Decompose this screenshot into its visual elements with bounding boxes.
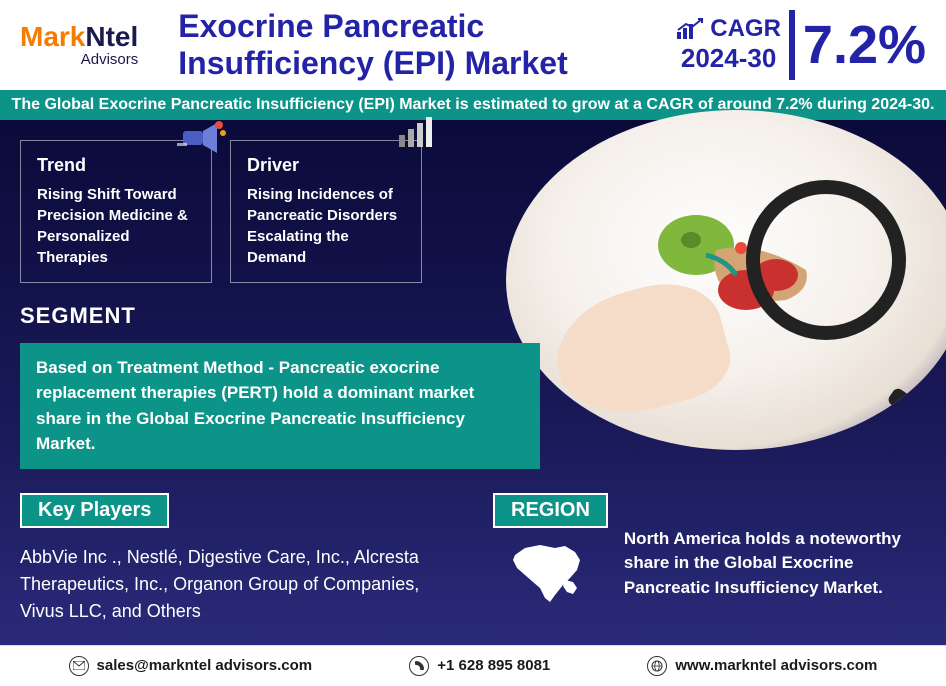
- footer-phone-text: +1 628 895 8081: [437, 657, 550, 674]
- region-section: REGION North America holds a noteworthy …: [493, 493, 926, 625]
- lower-row: Key Players AbbVie Inc ., Nestlé, Digest…: [20, 493, 926, 625]
- logo-subtitle: Advisors: [20, 51, 138, 68]
- segment-heading: SEGMENT: [20, 303, 926, 329]
- megaphone-icon: [173, 113, 229, 162]
- driver-title: Driver: [247, 155, 405, 176]
- key-players-section: Key Players AbbVie Inc ., Nestlé, Digest…: [20, 493, 453, 625]
- globe-icon: [647, 656, 667, 676]
- main-content: Trend Rising Shift Toward Precision Medi…: [0, 120, 946, 645]
- key-players-text: AbbVie Inc ., Nestlé, Digestive Care, In…: [20, 544, 453, 625]
- cagr-divider: [789, 10, 795, 80]
- segment-box: Based on Treatment Method - Pancreatic e…: [20, 343, 540, 469]
- north-america-map-icon: [505, 540, 595, 610]
- region-left: REGION: [493, 493, 608, 610]
- cagr-block: CAGR 2024-30 7.2%: [676, 10, 926, 80]
- info-boxes-row: Trend Rising Shift Toward Precision Medi…: [20, 140, 926, 283]
- infographic-container: MarkNtel Advisors Exocrine Pancreatic In…: [0, 0, 946, 674]
- logo-part-ntel: Ntel: [85, 21, 138, 52]
- logo-main: MarkNtel: [20, 21, 138, 53]
- header: MarkNtel Advisors Exocrine Pancreatic In…: [0, 0, 946, 90]
- page-title: Exocrine Pancreatic Insufficiency (EPI) …: [178, 8, 676, 82]
- footer-web-text: www.markntel advisors.com: [675, 657, 877, 674]
- cagr-left: CAGR 2024-30: [676, 15, 781, 74]
- footer-phone: +1 628 895 8081: [409, 656, 550, 676]
- footer-email-text: sales@markntel advisors.com: [97, 657, 313, 674]
- footer: sales@markntel advisors.com +1 628 895 8…: [0, 645, 946, 686]
- footer-web: www.markntel advisors.com: [647, 656, 877, 676]
- trend-title: Trend: [37, 155, 195, 176]
- region-text: North America holds a noteworthy share i…: [624, 493, 926, 601]
- bar-chart-icon: [395, 113, 439, 154]
- footer-email: sales@markntel advisors.com: [69, 656, 313, 676]
- cagr-value: 7.2%: [803, 14, 926, 76]
- key-players-badge: Key Players: [20, 493, 169, 528]
- region-badge: REGION: [493, 493, 608, 528]
- cagr-label-text: CAGR: [710, 15, 781, 43]
- magnifying-glass-handle: [886, 386, 945, 435]
- driver-text: Rising Incidences of Pancreatic Disorder…: [247, 184, 405, 268]
- cagr-period: 2024-30: [681, 43, 776, 74]
- logo-part-mark: Mark: [20, 21, 85, 52]
- trend-text: Rising Shift Toward Precision Medicine &…: [37, 184, 195, 268]
- trend-box: Trend Rising Shift Toward Precision Medi…: [20, 140, 212, 283]
- logo: MarkNtel Advisors: [20, 21, 138, 68]
- driver-box: Driver Rising Incidences of Pancreatic D…: [230, 140, 422, 283]
- growth-chart-icon: [676, 18, 704, 40]
- email-icon: [69, 656, 89, 676]
- cagr-label: CAGR: [676, 15, 781, 43]
- phone-icon: [409, 656, 429, 676]
